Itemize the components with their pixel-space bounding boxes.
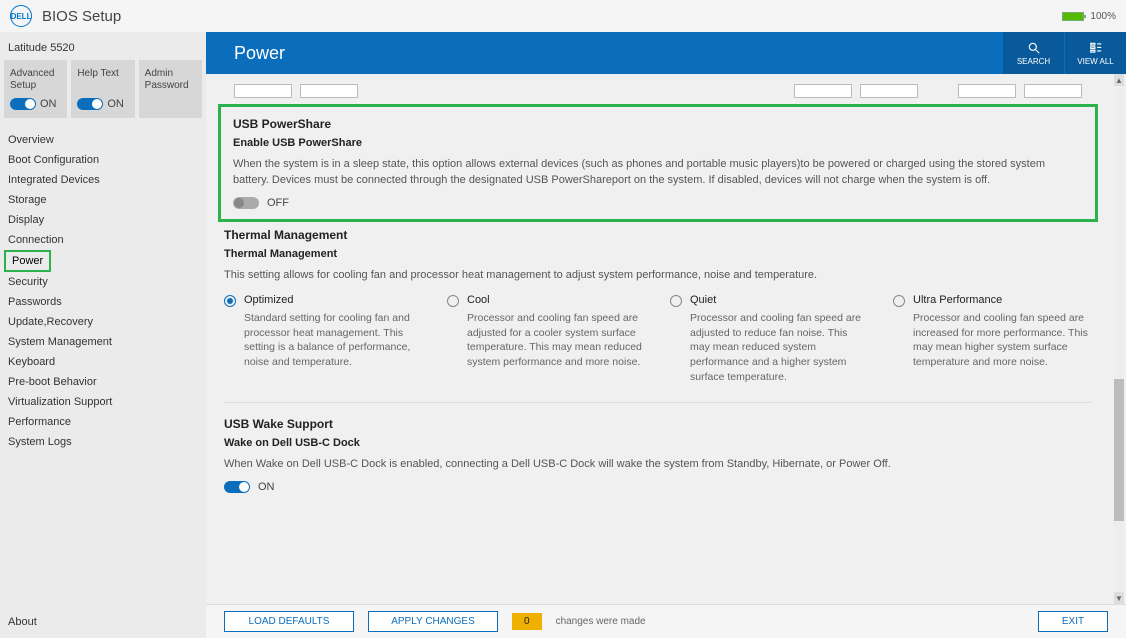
sidebar-item-virtualization-support[interactable]: Virtualization Support bbox=[0, 392, 206, 412]
sidebar-item-keyboard[interactable]: Keyboard bbox=[0, 352, 206, 372]
section-title: USB PowerShare bbox=[233, 117, 1083, 131]
sidebar-item-boot-configuration[interactable]: Boot Configuration bbox=[0, 150, 206, 170]
thermal-option[interactable]: Ultra Performance Processor and cooling f… bbox=[893, 294, 1092, 384]
sidebar-item-system-logs[interactable]: System Logs bbox=[0, 432, 206, 452]
page-title: Power bbox=[206, 43, 1002, 64]
usb-wake-toggle[interactable] bbox=[224, 481, 250, 493]
dropdown-placeholder[interactable] bbox=[794, 84, 852, 98]
radio-description: Processor and cooling fan speed are adju… bbox=[447, 311, 646, 370]
sidebar-item-performance[interactable]: Performance bbox=[0, 412, 206, 432]
scroll-down-arrow-icon[interactable]: ▼ bbox=[1114, 592, 1124, 604]
section-thermal: Thermal Management Thermal Management Th… bbox=[206, 222, 1110, 394]
radio-label: Ultra Performance bbox=[913, 294, 1002, 306]
battery-icon bbox=[1062, 12, 1084, 21]
top-bar: DELL BIOS Setup 100% bbox=[0, 0, 1126, 32]
section-usb-powershare: USB PowerShare Enable USB PowerShare Whe… bbox=[218, 104, 1098, 222]
load-defaults-button[interactable]: LOAD DEFAULTS bbox=[224, 611, 354, 632]
radio-description: Processor and cooling fan speed are adju… bbox=[670, 311, 869, 384]
radio-icon[interactable] bbox=[893, 295, 905, 307]
radio-label: Optimized bbox=[244, 294, 294, 306]
toggle-label: ON bbox=[107, 98, 124, 110]
sidebar-card: Advanced Setup ON bbox=[4, 60, 67, 118]
section-subtitle: Wake on Dell USB-C Dock bbox=[224, 437, 1092, 449]
sidebar-item-power[interactable]: Power bbox=[4, 250, 51, 272]
battery-status: 100% bbox=[1062, 11, 1116, 22]
dropdown-placeholder[interactable] bbox=[300, 84, 358, 98]
card-title: Help Text bbox=[77, 68, 128, 80]
content-scroll[interactable]: USB PowerShare Enable USB PowerShare Whe… bbox=[206, 74, 1110, 604]
radio-description: Processor and cooling fan speed are incr… bbox=[893, 311, 1092, 370]
radio-icon[interactable] bbox=[670, 295, 682, 307]
sidebar-item-update-recovery[interactable]: Update,Recovery bbox=[0, 312, 206, 332]
toggle-label: ON bbox=[40, 98, 57, 110]
sidebar-card: Admin Password bbox=[139, 60, 202, 118]
sidebar: Latitude 5520 Advanced Setup ON Help Text O… bbox=[0, 32, 206, 638]
radio-label: Cool bbox=[467, 294, 490, 306]
usb-powershare-toggle[interactable] bbox=[233, 197, 259, 209]
search-icon bbox=[1027, 41, 1041, 55]
sidebar-item-system-management[interactable]: System Management bbox=[0, 332, 206, 352]
section-usb-wake: USB Wake Support Wake on Dell USB-C Dock… bbox=[206, 411, 1110, 503]
apply-changes-button[interactable]: APPLY CHANGES bbox=[368, 611, 498, 632]
sidebar-item-overview[interactable]: Overview bbox=[0, 130, 206, 150]
nav-list: OverviewBoot ConfigurationIntegrated Dev… bbox=[0, 126, 206, 606]
section-subtitle: Thermal Management bbox=[224, 248, 1092, 260]
search-button[interactable]: SEARCH bbox=[1002, 32, 1064, 74]
section-description: When the system is in a sleep state, thi… bbox=[233, 157, 1083, 189]
sidebar-item-pre-boot-behavior[interactable]: Pre-boot Behavior bbox=[0, 372, 206, 392]
system-model: Latitude 5520 bbox=[0, 32, 206, 60]
changes-count-badge: 0 bbox=[512, 613, 542, 630]
app-title: BIOS Setup bbox=[42, 8, 121, 25]
footer-bar: LOAD DEFAULTS APPLY CHANGES 0 changes we… bbox=[206, 604, 1126, 638]
section-subtitle: Enable USB PowerShare bbox=[233, 137, 1083, 149]
radio-icon[interactable] bbox=[447, 295, 459, 307]
about-link[interactable]: About bbox=[0, 606, 206, 638]
card-toggle[interactable] bbox=[77, 98, 103, 110]
toggle-label: OFF bbox=[267, 197, 289, 209]
sidebar-item-storage[interactable]: Storage bbox=[0, 190, 206, 210]
sidebar-item-display[interactable]: Display bbox=[0, 210, 206, 230]
sidebar-item-security[interactable]: Security bbox=[0, 272, 206, 292]
dropdown-placeholder[interactable] bbox=[1024, 84, 1082, 98]
page-header: Power SEARCH VIEW ALL bbox=[206, 32, 1126, 74]
view-all-icon bbox=[1089, 41, 1103, 55]
section-title: Thermal Management bbox=[224, 228, 1092, 242]
exit-button[interactable]: EXIT bbox=[1038, 611, 1108, 632]
radio-description: Standard setting for cooling fan and pro… bbox=[224, 311, 423, 370]
dropdown-placeholder[interactable] bbox=[234, 84, 292, 98]
sidebar-card: Help Text ON bbox=[71, 60, 134, 118]
scrollbar-thumb[interactable] bbox=[1114, 379, 1124, 521]
changes-text: changes were made bbox=[556, 616, 646, 627]
radio-label: Quiet bbox=[690, 294, 716, 306]
sidebar-item-connection[interactable]: Connection bbox=[0, 230, 206, 250]
view-all-button[interactable]: VIEW ALL bbox=[1064, 32, 1126, 74]
card-toggle[interactable] bbox=[10, 98, 36, 110]
toggle-label: ON bbox=[258, 481, 275, 493]
thermal-option[interactable]: Cool Processor and cooling fan speed are … bbox=[447, 294, 646, 384]
placeholder-row bbox=[206, 74, 1110, 104]
scroll-up-arrow-icon[interactable]: ▲ bbox=[1114, 74, 1124, 86]
dropdown-placeholder[interactable] bbox=[860, 84, 918, 98]
thermal-option[interactable]: Optimized Standard setting for cooling fa… bbox=[224, 294, 423, 384]
sidebar-item-passwords[interactable]: Passwords bbox=[0, 292, 206, 312]
thermal-option[interactable]: Quiet Processor and cooling fan speed are… bbox=[670, 294, 869, 384]
section-title: USB Wake Support bbox=[224, 417, 1092, 431]
section-description: This setting allows for cooling fan and … bbox=[224, 268, 1092, 284]
scrollbar[interactable]: ▲ ▼ bbox=[1114, 74, 1124, 604]
radio-icon[interactable] bbox=[224, 295, 236, 307]
dropdown-placeholder[interactable] bbox=[958, 84, 1016, 98]
sidebar-item-integrated-devices[interactable]: Integrated Devices bbox=[0, 170, 206, 190]
dell-logo-icon: DELL bbox=[10, 5, 32, 27]
card-title: Advanced Setup bbox=[10, 68, 61, 92]
battery-percent: 100% bbox=[1090, 11, 1116, 22]
section-description: When Wake on Dell USB-C Dock is enabled,… bbox=[224, 457, 1092, 473]
card-title: Admin Password bbox=[145, 68, 196, 92]
